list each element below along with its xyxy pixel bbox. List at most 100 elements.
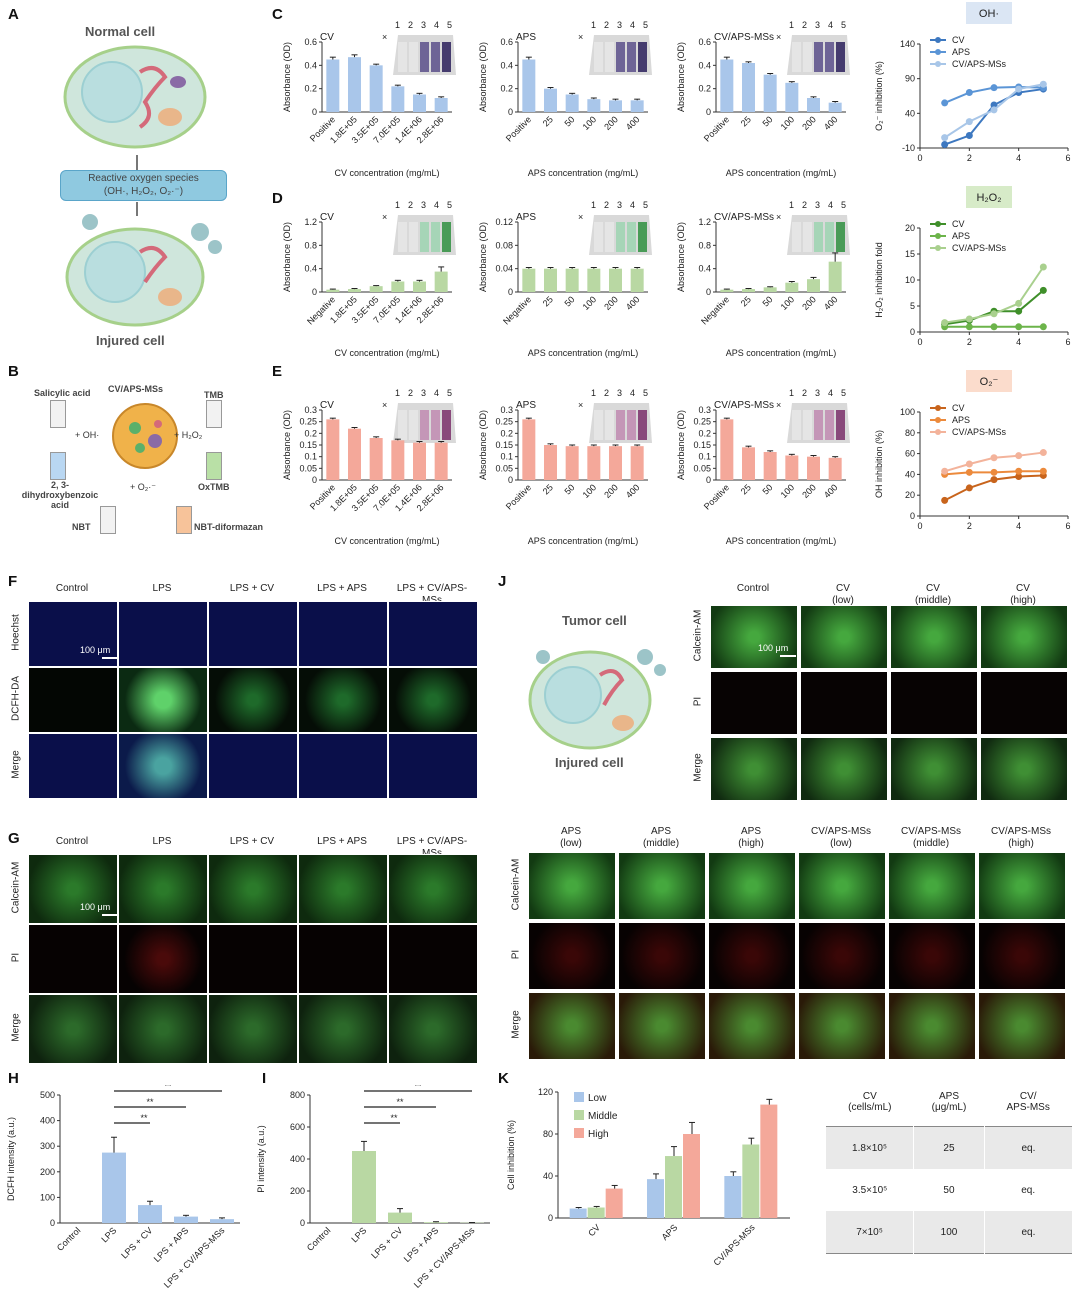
line-chart-oh: OH· -10 40 90 140 0 2 4 6 O₂⁻ inhibition (%) CV APS… [874, 2, 1071, 163]
micrograph-tile [388, 854, 478, 924]
legend-marker [935, 429, 941, 435]
x-tick-label: 100 [779, 114, 797, 132]
tube-number: 5 [841, 388, 846, 398]
tube [792, 222, 801, 252]
tube-number: 5 [643, 200, 648, 210]
bar [742, 63, 755, 112]
y-axis-label: OH inhibition (%) [874, 430, 884, 498]
bar [174, 1216, 198, 1223]
bar [587, 1207, 605, 1218]
micrograph-tile [978, 922, 1066, 990]
microscopy-panel-j-bottom: APS (low) APS (middle) APS (high) CV/APS-MSs (l… [498, 826, 1075, 1060]
bar [720, 59, 734, 112]
panel-label-a: A [8, 6, 19, 23]
k-concentration-table: CV (cells/mL) APS (μg/mL) CV/APS-MSs 1.8×1… [826, 1078, 1072, 1254]
x-axis-label: APS concentration (mg/mL) [726, 348, 837, 358]
x-tick-label: 50 [760, 482, 774, 496]
bar [348, 289, 361, 292]
bar [388, 1212, 412, 1223]
y-tick-label: 80 [543, 1129, 553, 1139]
tube-number: 2 [408, 200, 413, 210]
k-table-row: 1.8×10⁵ 25 eq. [826, 1126, 1072, 1169]
tube-number: 2 [604, 200, 609, 210]
data-point [1015, 452, 1023, 460]
column-header-line: CV/APS-MSs [990, 826, 1051, 837]
panel-j-schematic: Tumor cell Injured cell [520, 605, 680, 775]
y-tick-label: 40 [905, 469, 915, 479]
tube [409, 410, 418, 440]
bar [630, 100, 644, 112]
injured-cell-label: Injured cell [96, 333, 165, 348]
bar [544, 268, 557, 292]
x-tick-label: LPS + APS [402, 1225, 441, 1264]
y-tick-label: 400 [290, 1154, 305, 1164]
bar [391, 281, 405, 292]
x-axis-label: APS concentration (mg/mL) [528, 348, 639, 358]
column-header: CV/APS-MSs (high) [978, 826, 1064, 850]
micrograph-tile [298, 733, 388, 799]
significance-label: ** [396, 1097, 404, 1107]
x-tick-label: Positive [504, 114, 533, 143]
micrograph-tile [890, 605, 978, 669]
tube [792, 42, 801, 72]
tube [431, 410, 440, 440]
legend-marker [935, 245, 941, 251]
column-header: LPS [152, 836, 172, 847]
k-table-header-row: CV (cells/mL) APS (μg/mL) CV/APS-MSs [826, 1078, 1072, 1127]
micrograph-tile [618, 992, 706, 1060]
y-tick-label: 0.05 [495, 463, 513, 473]
y-tick-label: 0 [50, 1218, 55, 1228]
chart-title: APS [516, 32, 536, 43]
normal-cell-label: Normal cell [85, 24, 156, 39]
ros-line-2: (OH·, H₂O₂, O₂·⁻) [103, 186, 184, 197]
data-point [1015, 85, 1023, 93]
micrograph-tile [118, 733, 208, 799]
column-header-line: APS [740, 826, 761, 837]
y-tick-label: 500 [40, 1090, 55, 1100]
data-point [941, 467, 949, 475]
oxtmb-label: OxTMB [198, 482, 230, 492]
x-axis-label: CV concentration (mg/mL) [334, 348, 439, 358]
tube-number: 1 [789, 388, 794, 398]
micrograph-tile [118, 601, 208, 667]
tube [825, 222, 834, 252]
tube [605, 222, 614, 252]
bar [609, 446, 622, 480]
legend-marker [935, 221, 941, 227]
data-point [1015, 323, 1023, 331]
column-header: LPS + CV/APS-MSs [396, 836, 468, 859]
x-tick-label: 4 [1016, 153, 1021, 163]
y-axis-label: Cell inhibition (%) [506, 1120, 516, 1190]
data-point [965, 132, 973, 140]
bar [565, 94, 579, 112]
micrograph-tile [888, 922, 976, 990]
column-header: CV (middle) [890, 583, 976, 607]
micrograph-tile [798, 992, 886, 1060]
tmb-bottle [206, 400, 222, 428]
bar [210, 1219, 234, 1223]
legend-label: CV [952, 403, 965, 413]
x-tick-label: 400 [822, 294, 840, 312]
chart-e-aps: APS ×1 2 3 4 500.050.10.150.20.250.3Absorbanc… [478, 388, 652, 546]
column-header-line: (high) [738, 838, 764, 849]
tube [605, 410, 614, 440]
microscopy-panel-j-top: Control CV (low) CV (middle) CV (high) Calcein-… [680, 583, 1075, 803]
x-tick-label: 4 [1016, 337, 1021, 347]
bar [565, 268, 579, 292]
tube [431, 42, 440, 72]
tube [442, 410, 451, 440]
bar [348, 428, 361, 480]
legend-swatch [574, 1092, 584, 1102]
ros-line-1: Reactive oxygen species [88, 173, 199, 184]
scale-bar-label: 100 μm [80, 902, 111, 912]
tube-number: 3 [815, 20, 820, 30]
x-tick-label: 4 [1016, 521, 1021, 531]
bar [434, 98, 448, 112]
chart-title: APS [516, 212, 536, 223]
tumor-cell-label: Tumor cell [562, 613, 627, 628]
y-tick-label: 0 [910, 327, 915, 337]
panel-label-c: C [272, 6, 283, 23]
badge-label: OH· [979, 8, 999, 20]
bar [587, 268, 601, 292]
column-header: CV (low) [800, 583, 886, 607]
